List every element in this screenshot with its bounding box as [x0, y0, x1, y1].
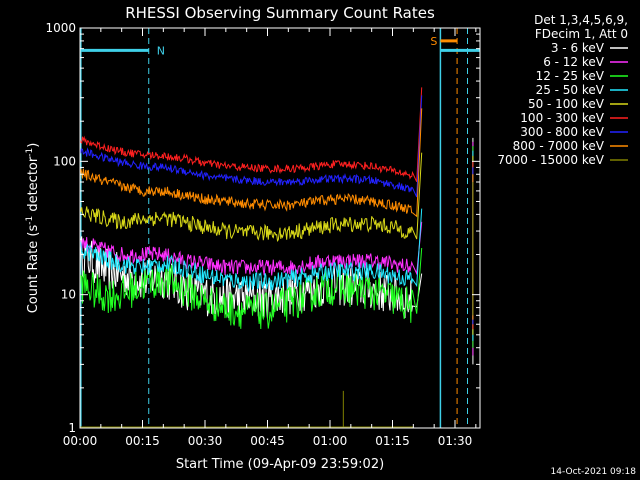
legend-label-100-300-kev: 100 - 300 keV — [520, 111, 604, 125]
chart-title: RHESSI Observing Summary Count Rates — [125, 4, 435, 22]
plot-frame — [79, 27, 481, 429]
x-tick-label: 00:15 — [125, 434, 160, 448]
y-axis-label-mid: detector — [26, 156, 41, 216]
y-axis-label-sup1: -1 — [25, 216, 35, 225]
legend-label-50-100-kev: 50 - 100 keV — [528, 97, 605, 111]
legend-label-12-25-kev: 12 - 25 keV — [536, 69, 605, 83]
plot-area — [80, 28, 480, 428]
x-tick-label: 00:00 — [63, 434, 98, 448]
series-trace-6-12-kev — [80, 221, 423, 276]
x-axis: 00:00 00:15 00:30 00:45 01:00 01:15 01:30 — [63, 28, 477, 448]
legend-label-300-800-kev: 300 - 800 keV — [520, 125, 604, 139]
legend-label-6-12-kev: 6 - 12 keV — [543, 55, 605, 69]
y-axis-label: Count Rate (s-1 detector-1) — [25, 143, 41, 314]
x-tick-label: 01:15 — [375, 434, 410, 448]
series-trace-50-100-kev — [80, 152, 423, 243]
y-axis: 1 10 100 1000 — [45, 21, 480, 435]
y-axis-label-sup2: -1 — [25, 148, 35, 157]
flag-label-s: S — [430, 35, 437, 48]
y-tick-label: 10 — [61, 288, 76, 302]
timestamp: 14-Oct-2021 09:18 — [551, 467, 637, 477]
legend-label-800-7000-kev: 800 - 7000 keV — [513, 139, 605, 153]
series-trace-300-800-kev — [80, 95, 423, 198]
legend-header-line-1: Det 1,3,4,5,6,9, — [534, 13, 628, 27]
x-tick-label: 01:00 — [313, 434, 348, 448]
x-tick-label: 00:30 — [188, 434, 223, 448]
legend-label-25-50-kev: 25 - 50 keV — [536, 83, 605, 97]
x-tick-label: 00:45 — [250, 434, 285, 448]
x-tick-label: 01:30 — [438, 434, 473, 448]
y-tick-label: 1 — [68, 421, 76, 435]
y-axis-label-end: ) — [26, 143, 41, 148]
legend-header-line-2: FDecim 1, Att 0 — [535, 27, 628, 41]
legend-label-3-6-kev: 3 - 6 keV — [551, 41, 605, 55]
legend-label-7000-15000-kev: 7000 - 15000 keV — [497, 153, 604, 167]
series-trace-25-50-kev — [80, 208, 423, 293]
series-trace-12-25-kev — [80, 247, 423, 330]
legend: Det 1,3,4,5,6,9, FDecim 1, Att 0 3 - 6 k… — [497, 13, 628, 167]
flag-label-n: N — [157, 44, 165, 57]
series-trace-7000-15000-kev — [80, 390, 414, 428]
series-trace-100-300-kev — [80, 87, 423, 183]
series-trace-800-7000-kev — [80, 108, 423, 218]
x-axis-label: Start Time (09-Apr-09 23:59:02) — [176, 457, 384, 472]
y-axis-label-main: Count Rate (s — [26, 225, 41, 314]
y-tick-label: 1000 — [45, 21, 76, 35]
y-tick-label: 100 — [53, 154, 76, 168]
